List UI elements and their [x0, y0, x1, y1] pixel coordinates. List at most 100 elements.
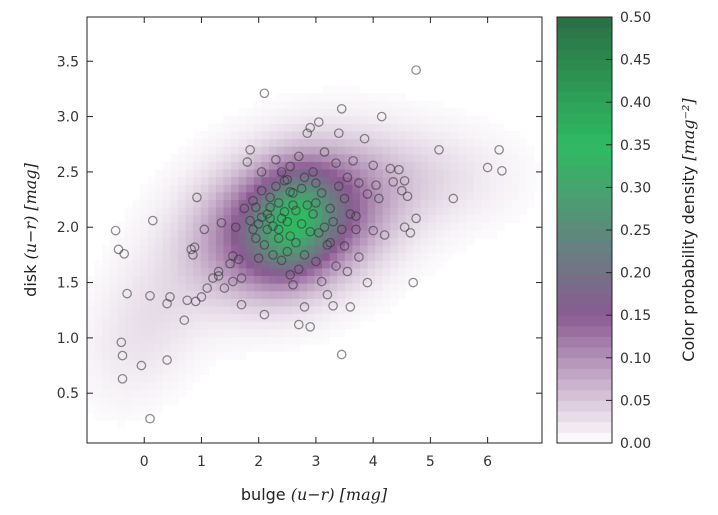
scatter-point	[122, 288, 132, 299]
colorbar-band	[557, 208, 612, 220]
density-cell	[223, 252, 232, 261]
density-cell	[178, 252, 186, 261]
density-cell	[193, 328, 202, 337]
density-cell	[261, 176, 270, 185]
density-cell	[443, 138, 452, 147]
density-cell	[155, 328, 164, 337]
density-cell	[375, 252, 384, 261]
density-cell	[223, 290, 232, 299]
density-cell	[269, 283, 277, 292]
density-cell	[147, 328, 156, 337]
density-cell	[451, 176, 459, 185]
density-cell	[390, 153, 399, 162]
density-cell	[337, 161, 346, 170]
density-cell	[375, 214, 384, 223]
density-cell	[375, 100, 384, 109]
colorbar-bands	[557, 17, 612, 444]
density-cell	[170, 230, 179, 239]
density-cell	[185, 138, 194, 147]
density-cell	[140, 199, 149, 208]
density-cell	[132, 245, 141, 254]
density-cell	[352, 123, 361, 132]
density-cell	[193, 214, 202, 223]
density-cell	[367, 161, 376, 170]
density-cell	[276, 275, 285, 284]
density-cell	[223, 169, 232, 178]
density-cell	[223, 153, 232, 162]
density-cell	[185, 199, 194, 208]
density-cell	[284, 328, 293, 337]
density-cell	[215, 298, 224, 307]
density-cell	[299, 313, 308, 322]
density-cell	[466, 169, 475, 178]
density-cell	[428, 252, 437, 261]
density-cell	[360, 260, 368, 269]
density-cell	[322, 138, 331, 147]
density-cell	[178, 260, 186, 269]
density-cell	[238, 169, 247, 178]
density-cell	[519, 161, 528, 170]
density-cell	[170, 283, 179, 292]
density-cell	[435, 245, 444, 254]
density-cell	[170, 359, 179, 368]
density-cell	[215, 336, 224, 345]
density-cell	[496, 207, 505, 216]
density-cell	[94, 404, 103, 413]
density-cell	[367, 131, 376, 140]
density-cell	[337, 328, 346, 337]
density-cell	[276, 321, 285, 330]
density-cell	[344, 260, 353, 269]
density-cell	[435, 108, 444, 117]
y-tick-label: 1.5	[57, 276, 79, 292]
density-cell	[390, 245, 399, 254]
density-cell	[170, 290, 179, 299]
density-cell	[526, 153, 535, 162]
density-cell	[291, 184, 300, 193]
density-cell	[344, 321, 353, 330]
density-cell	[352, 290, 361, 299]
density-cell	[253, 344, 262, 353]
density-cell	[102, 359, 111, 368]
density-cell	[170, 191, 179, 200]
density-cell	[306, 176, 315, 185]
scatter-point	[351, 211, 361, 222]
density-cell	[306, 207, 315, 216]
density-cell	[443, 169, 452, 178]
scatter-point	[354, 178, 364, 188]
density-cell	[132, 328, 141, 337]
density-cell	[185, 366, 194, 375]
density-cell	[443, 131, 452, 140]
density-cell	[162, 230, 171, 239]
density-cell	[488, 230, 497, 239]
density-cell	[200, 298, 209, 307]
density-cell	[185, 207, 194, 216]
density-cell	[238, 214, 247, 223]
density-cell	[443, 123, 452, 132]
density-cell	[162, 176, 171, 185]
density-cell	[322, 260, 331, 269]
density-cell	[269, 169, 277, 178]
density-cell	[428, 230, 437, 239]
density-cell	[428, 184, 437, 193]
density-cell	[314, 306, 323, 315]
density-cell	[193, 207, 202, 216]
x-tick-label: 1	[197, 454, 206, 470]
density-cell	[428, 153, 437, 162]
density-cell	[458, 146, 467, 155]
density-cell	[253, 298, 262, 307]
density-cell	[344, 146, 353, 155]
density-cell	[124, 366, 133, 375]
density-cell	[405, 245, 414, 254]
density-cell	[284, 214, 293, 223]
density-cell	[504, 191, 513, 200]
density-cell	[238, 108, 247, 117]
density-cell	[231, 268, 240, 277]
scatter-point	[162, 355, 172, 365]
density-cell	[162, 389, 171, 398]
density-cell	[162, 260, 171, 269]
density-cell	[504, 146, 513, 155]
density-cell	[147, 230, 156, 239]
density-cell	[269, 100, 277, 109]
density-cell	[405, 161, 414, 170]
density-cell	[185, 336, 194, 345]
